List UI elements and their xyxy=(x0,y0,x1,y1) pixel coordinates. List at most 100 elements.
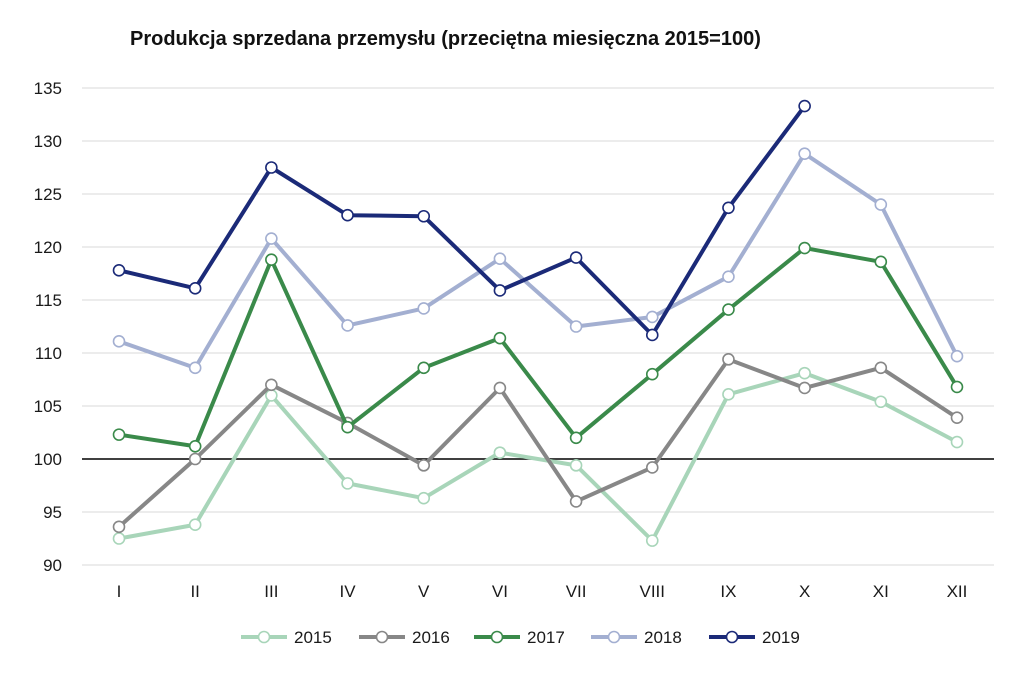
y-tick-label: 110 xyxy=(35,344,62,363)
y-tick-label: 135 xyxy=(34,79,62,98)
x-tick-label: IV xyxy=(340,582,357,601)
x-tick-label: XI xyxy=(873,582,889,601)
legend-swatch-marker xyxy=(725,630,739,644)
y-tick-label: 90 xyxy=(43,556,62,575)
data-point xyxy=(417,361,431,375)
data-point xyxy=(645,328,659,342)
data-point xyxy=(569,320,583,333)
x-tick-label: VII xyxy=(566,582,587,601)
x-tick-label: III xyxy=(264,582,278,601)
data-point xyxy=(645,367,659,381)
legend: 2015 2016 2017 2018 2019 xyxy=(241,628,800,647)
data-point xyxy=(798,99,811,113)
data-point xyxy=(112,532,126,545)
data-point xyxy=(188,452,202,466)
y-tick-label: 100 xyxy=(34,450,62,469)
data-point xyxy=(341,420,354,434)
legend-item-2019: 2019 xyxy=(709,628,800,647)
data-point xyxy=(722,353,735,366)
legend-swatch-marker xyxy=(490,630,504,644)
data-point xyxy=(265,232,278,245)
data-point xyxy=(950,411,964,424)
data-point xyxy=(874,395,888,409)
data-point xyxy=(417,459,431,472)
y-tick-label: 125 xyxy=(34,185,62,204)
legend-item-2018: 2018 xyxy=(591,628,682,647)
series-line xyxy=(117,371,959,543)
x-tick-label: VI xyxy=(492,582,508,601)
x-tick-label: X xyxy=(799,582,810,601)
data-point xyxy=(265,161,278,174)
data-point xyxy=(722,201,735,215)
y-tick-label: 115 xyxy=(35,291,62,310)
legend-swatch-marker xyxy=(257,630,271,644)
series-line xyxy=(117,151,959,370)
data-point xyxy=(798,147,811,161)
data-point xyxy=(493,331,507,345)
data-point xyxy=(341,319,354,332)
y-tick-label: 105 xyxy=(34,397,62,416)
series-2018 xyxy=(112,147,964,375)
y-tick-label: 95 xyxy=(43,503,62,522)
series-2017 xyxy=(112,241,964,453)
x-tick-label: I xyxy=(117,582,122,601)
data-point xyxy=(417,209,431,223)
data-point xyxy=(798,381,811,395)
data-point xyxy=(722,303,735,316)
legend-item-2017: 2017 xyxy=(474,628,565,647)
series-line xyxy=(117,104,807,337)
data-point xyxy=(493,252,507,265)
data-point xyxy=(341,477,354,490)
data-point xyxy=(188,439,202,453)
y-tick-label: 120 xyxy=(34,238,62,257)
data-point xyxy=(569,495,583,508)
data-point xyxy=(645,534,659,547)
data-point xyxy=(874,255,888,269)
data-point xyxy=(569,251,583,264)
series-line xyxy=(117,246,959,449)
data-point xyxy=(722,270,735,283)
y-axis-tick-labels: 135 130 125 120 115 110 105 100 95 90 xyxy=(34,79,62,575)
data-point xyxy=(112,264,126,277)
legend-label: 2018 xyxy=(644,628,682,647)
data-point xyxy=(722,388,735,401)
legend-swatch-marker xyxy=(375,630,389,644)
data-point xyxy=(950,349,964,363)
data-point xyxy=(874,361,888,375)
y-tick-label: 130 xyxy=(34,132,62,151)
data-point xyxy=(798,366,811,380)
data-point xyxy=(798,241,811,255)
legend-swatch-marker xyxy=(607,630,621,644)
series-layer xyxy=(112,99,964,547)
data-point xyxy=(645,310,659,324)
data-point xyxy=(341,208,354,222)
legend-item-2016: 2016 xyxy=(359,628,450,647)
data-point xyxy=(417,302,431,315)
x-tick-label: IX xyxy=(720,582,736,601)
data-point xyxy=(188,518,202,532)
legend-label: 2015 xyxy=(294,628,332,647)
data-point xyxy=(188,282,202,295)
data-point xyxy=(417,491,431,505)
data-point xyxy=(265,389,278,402)
data-point xyxy=(645,461,659,474)
data-point xyxy=(569,459,583,472)
legend-label: 2019 xyxy=(762,628,800,647)
x-tick-label: XII xyxy=(947,582,968,601)
data-point xyxy=(874,198,888,211)
series-2019 xyxy=(112,99,811,342)
x-tick-label: VIII xyxy=(640,582,666,601)
data-point xyxy=(265,378,278,392)
legend-label: 2017 xyxy=(527,628,565,647)
x-tick-label: V xyxy=(418,582,430,601)
series-line xyxy=(117,357,959,529)
data-point xyxy=(112,428,126,441)
data-point xyxy=(112,335,126,348)
grid-layer xyxy=(82,87,994,566)
data-point xyxy=(493,446,507,459)
data-point xyxy=(493,381,507,395)
data-point xyxy=(950,380,964,394)
series-2015 xyxy=(112,366,964,547)
